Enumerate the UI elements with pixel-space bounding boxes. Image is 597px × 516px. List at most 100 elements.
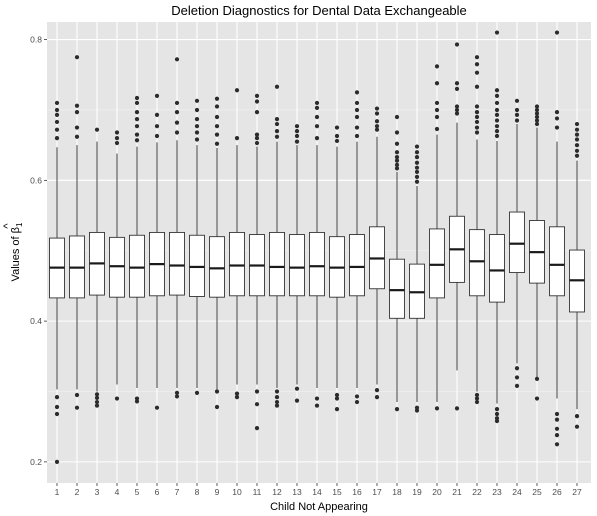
outlier-point [134, 124, 140, 129]
outlier-point [494, 30, 500, 35]
outlier-point [294, 133, 300, 139]
outlier-point [374, 124, 380, 129]
outlier-point [394, 166, 400, 171]
outlier-point [434, 64, 440, 69]
outlier-point [134, 109, 140, 115]
outlier-point [414, 144, 420, 149]
outlier-point [414, 160, 420, 165]
outlier-point [374, 106, 380, 111]
outlier-point [574, 137, 580, 142]
box-group-15 [329, 125, 345, 412]
y-axis: 0.2 0.4 0.6 0.8 [30, 35, 47, 467]
outlier-point [214, 389, 220, 394]
box-group-24 [509, 98, 525, 388]
box-group-1 [49, 100, 65, 464]
outlier-point [194, 137, 200, 142]
outlier-point [54, 127, 60, 132]
outlier-point [554, 125, 560, 130]
y-axis-label-symbol: β [10, 227, 22, 233]
outlier-point [454, 406, 460, 411]
outlier-point [174, 120, 180, 125]
outlier-point [214, 104, 220, 109]
outlier-point [94, 127, 100, 132]
outlier-point [254, 109, 260, 115]
outlier-point [354, 399, 360, 405]
chart-title: Deletion Diagnostics for Dental Data Exc… [171, 3, 467, 18]
outlier-point [354, 125, 360, 130]
outlier-point [74, 392, 80, 398]
boxes-layer [49, 30, 585, 464]
y-tick-label: 0.4 [30, 316, 42, 326]
outlier-point [554, 426, 560, 431]
outlier-point [414, 179, 420, 184]
y-axis-label-hat: ^ [2, 223, 14, 229]
y-axis-label-subscript: 1 [15, 222, 24, 227]
outlier-point [514, 98, 520, 103]
outlier-point [214, 141, 220, 146]
outlier-point [494, 133, 500, 139]
outlier-point [254, 99, 260, 104]
outlier-point [114, 396, 120, 401]
box-group-3 [89, 127, 105, 408]
outlier-point [574, 414, 580, 419]
outlier-point [534, 104, 540, 109]
outlier-point [454, 111, 460, 116]
box [169, 231, 185, 296]
box-group-17 [369, 106, 385, 400]
outlier-point [174, 394, 180, 399]
outlier-point [274, 121, 280, 127]
outlier-point [254, 426, 260, 431]
y-axis-label: Values of β1 ^ [2, 222, 24, 281]
outlier-point [194, 98, 200, 103]
outlier-point [254, 402, 260, 407]
outlier-point [474, 125, 480, 130]
x-tick-label: 12 [272, 487, 282, 497]
outlier-point [154, 124, 160, 129]
outlier-point [194, 390, 200, 396]
outlier-point [274, 389, 280, 394]
outlier-point [314, 136, 320, 141]
outlier-point [314, 403, 320, 408]
outlier-point [174, 390, 180, 396]
outlier-point [354, 394, 360, 399]
outlier-point [354, 133, 360, 139]
outlier-point [134, 100, 140, 106]
outlier-point [334, 396, 340, 401]
x-tick-label: 14 [312, 487, 322, 497]
outlier-point [394, 130, 400, 135]
outlier-point [434, 406, 440, 411]
outlier-point [474, 114, 480, 120]
box [489, 234, 505, 303]
outlier-point [474, 84, 480, 89]
box-group-27 [569, 121, 585, 429]
outlier-point [554, 417, 560, 422]
outlier-point [314, 105, 320, 110]
x-axis: 1 2 3 4 5 6 7 8 9 10 11 12 13 14 15 16 17 18 19 20 21 22 23 24 2… [55, 483, 582, 497]
outlier-point [454, 107, 460, 113]
outlier-point [414, 165, 420, 170]
x-tick-label: 19 [412, 487, 422, 497]
x-tick-label: 4 [115, 487, 120, 497]
outlier-point [394, 162, 400, 167]
x-tick-label: 3 [95, 487, 100, 497]
outlier-point [534, 111, 540, 116]
outlier-point [414, 169, 420, 175]
outlier-point [554, 442, 560, 447]
outlier-point [474, 130, 480, 135]
outlier-point [534, 396, 540, 401]
outlier-point [394, 141, 400, 146]
box-group-23 [489, 30, 505, 424]
svg-text:Values of β1: Values of β1 [10, 222, 24, 281]
outlier-point [214, 132, 220, 137]
outlier-point [394, 114, 400, 120]
outlier-point [354, 100, 360, 106]
outlier-point [194, 130, 200, 135]
outlier-point [574, 127, 580, 132]
outlier-point [234, 395, 240, 400]
outlier-point [414, 150, 420, 155]
outlier-point [94, 403, 100, 408]
outlier-point [154, 112, 160, 118]
outlier-point [54, 119, 60, 125]
outlier-point [294, 386, 300, 391]
